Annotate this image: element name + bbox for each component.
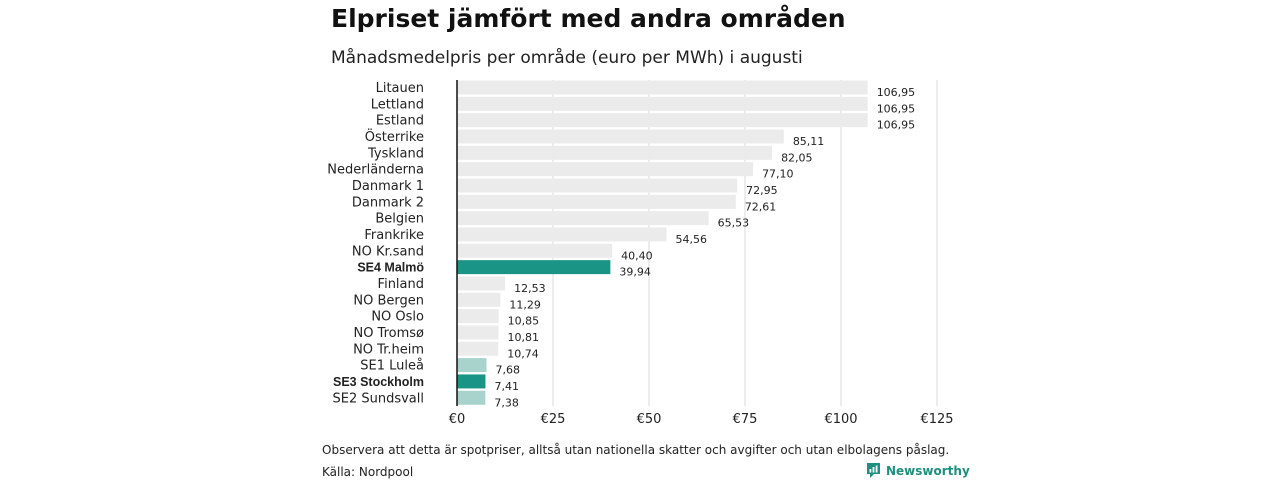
bar [457,211,709,226]
newsworthy-logo-icon [867,463,880,478]
value-label: 39,94 [619,266,651,279]
source-note: Källa: Nordpool [322,465,414,479]
bar [457,341,499,356]
bar [457,145,773,160]
category-label: Österrike [365,128,424,145]
category-label: Belgien [375,212,424,227]
bar [457,374,486,389]
value-label: 10,81 [508,331,539,344]
bar [457,325,499,340]
value-label: 54,56 [676,233,708,246]
chart-subtitle: Månadsmedelpris per område (euro per MWh… [331,48,803,68]
bar [457,194,736,209]
value-label: 72,61 [745,200,777,213]
bar [457,243,613,258]
category-label: Frankrike [364,228,424,243]
category-label: Danmark 1 [352,179,424,194]
value-labels: 106,95 106,95 106,95 85,11 82,05 77,10 72,95 72… [494,86,915,409]
value-label: 7,38 [494,396,519,409]
value-label: 65,53 [718,217,750,230]
value-label: 10,85 [508,315,540,328]
x-tick-label: €125 [920,412,953,427]
category-label: SE1 Luleå [360,359,424,374]
category-label: Tyskland [367,146,424,161]
category-label: SE4 Malmö [357,261,424,275]
bar [457,96,868,111]
bar [457,358,487,373]
category-label: Estland [376,114,424,129]
category-label: NO Kr.sand [352,244,424,259]
category-label: NO Bergen [353,293,424,308]
value-label: 72,95 [746,184,778,197]
x-tick-label: €100 [824,412,857,427]
bar [457,260,611,275]
bar [457,113,868,128]
category-label: Danmark 2 [352,195,424,210]
chart-title: Elpriset jämfört med andra områden [331,4,846,33]
bar [457,129,784,144]
category-label: NO Tr.heim [353,342,424,357]
footnote: Observera att detta är spotpriser, allts… [322,443,950,457]
bar [457,390,486,405]
bar [457,80,868,95]
brand-name: Newsworthy [886,463,970,478]
category-label: Finland [378,277,424,292]
bar [457,276,506,291]
value-label: 106,95 [877,119,916,132]
bars [457,80,868,405]
value-label: 85,11 [793,135,825,148]
bar [457,227,667,242]
bar [457,292,501,307]
bar [457,162,754,177]
x-tick-label: €50 [637,412,662,427]
x-axis-ticks: €0 €25 €50 €75 €100 €125 [449,412,954,427]
category-label: Nederländerna [327,163,424,178]
value-label: 10,74 [507,347,538,360]
category-label: NO Tromsø [353,326,424,341]
category-label: NO Oslo [371,310,424,325]
value-label: 106,95 [877,102,916,115]
value-label: 7,68 [495,364,520,377]
value-label: 77,10 [762,168,794,181]
x-tick-label: €75 [733,412,758,427]
value-label: 106,95 [877,86,916,99]
bar [457,309,499,324]
category-label: SE3 Stockholm [333,375,424,389]
value-label: 11,29 [509,298,541,311]
category-label: Litauen [376,81,424,96]
value-label: 12,53 [514,282,546,295]
bar [457,178,738,193]
x-tick-label: €0 [449,412,466,427]
value-label: 7,41 [494,380,519,393]
value-label: 82,05 [781,151,813,164]
value-label: 40,40 [621,249,653,262]
x-tick-label: €25 [541,412,566,427]
brand-logo: Newsworthy [866,462,970,479]
category-label: SE2 Sundsvall [332,391,424,406]
category-label: Lettland [371,97,424,112]
